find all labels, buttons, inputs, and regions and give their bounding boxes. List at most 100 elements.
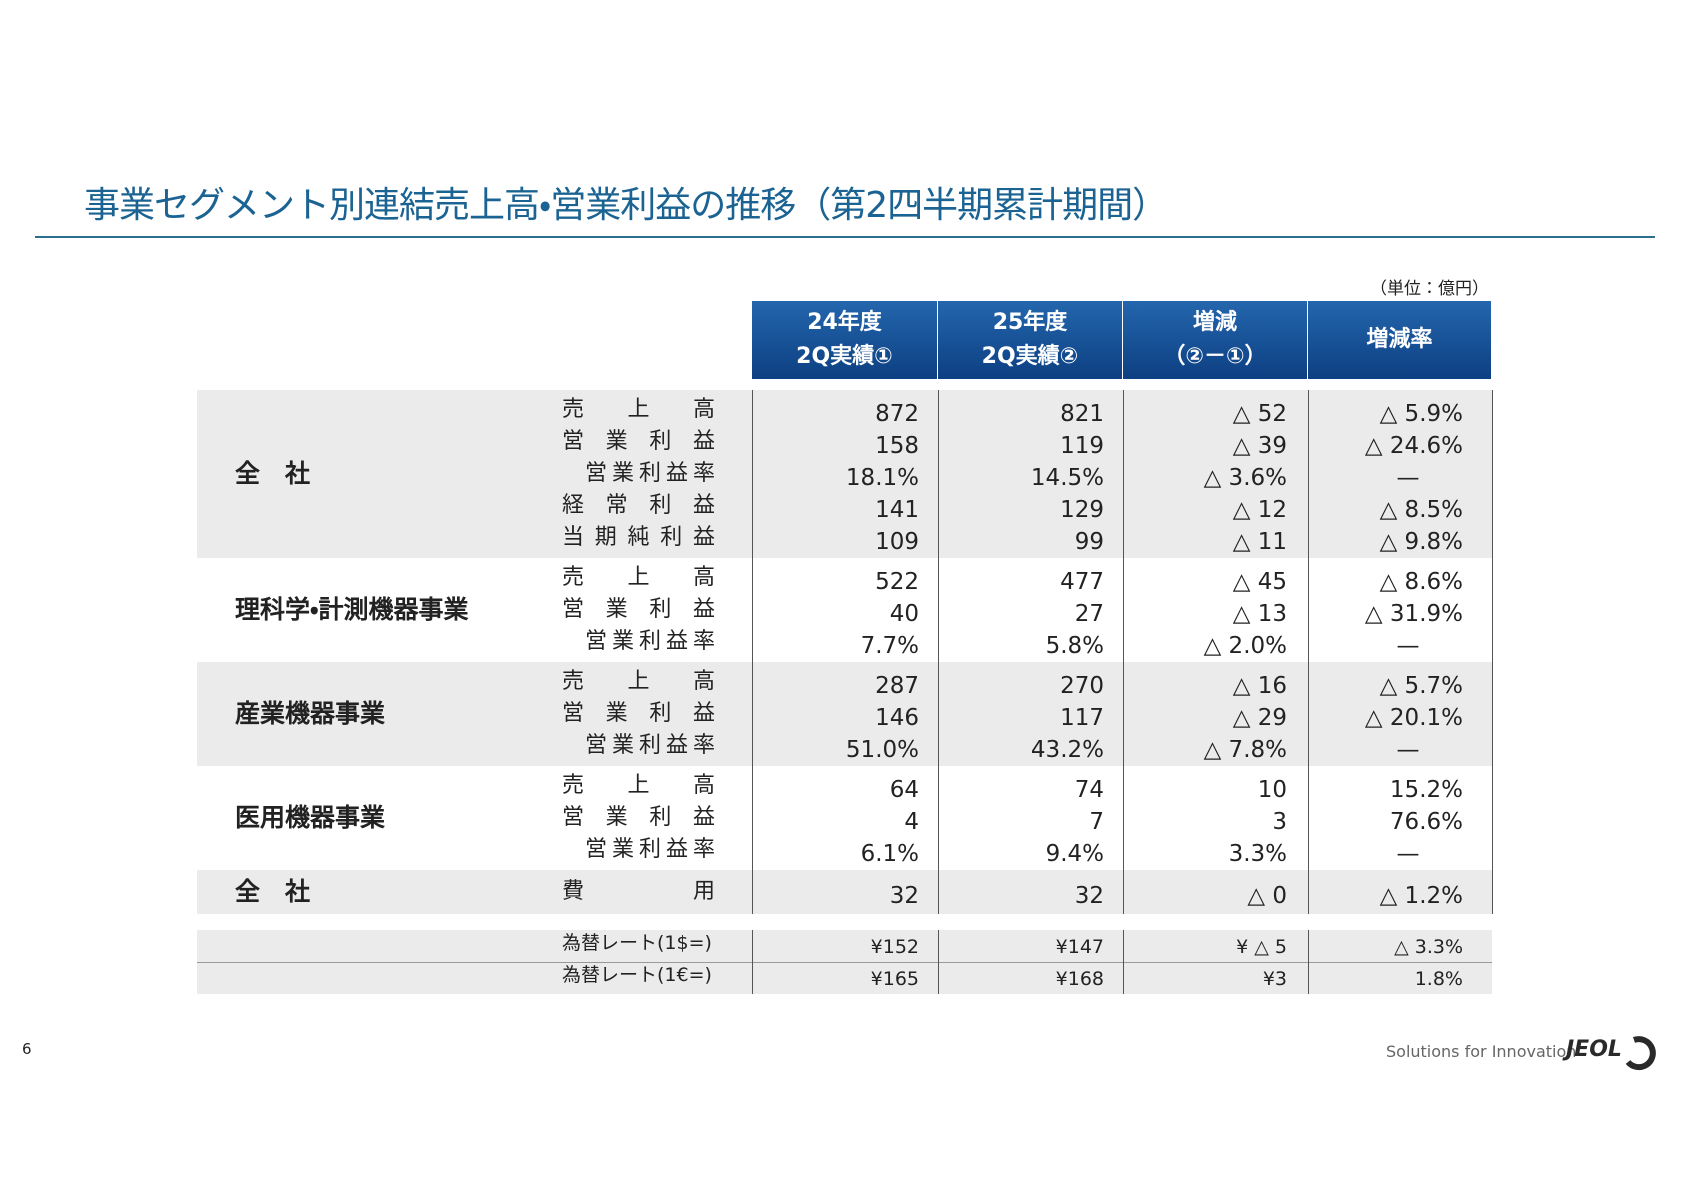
segment-label: 理科学・計測機器事業 — [235, 595, 469, 624]
cell-value: 7 — [1089, 809, 1104, 835]
cell-value: △ 31.9% — [1364, 601, 1463, 627]
header-line: 24年度 — [807, 310, 882, 335]
cell-value: 15.2% — [1389, 777, 1463, 803]
row-item: 為替レート(1€=) — [562, 964, 712, 986]
cell-value: 74 — [1074, 777, 1104, 803]
logo-arc — [1625, 1036, 1656, 1071]
slide-title: 事業セグメント別連結売上高・営業利益の推移（第2四半期累計期間） — [84, 185, 1168, 226]
cell-value: 146 — [875, 705, 919, 731]
cell-value: ¥168 — [1055, 968, 1104, 990]
title-rule — [35, 236, 1655, 238]
cell-value: 1.8% — [1414, 968, 1463, 990]
cell-value: 27 — [1074, 601, 1104, 627]
cell-value: △ 3.3% — [1394, 936, 1463, 958]
row-item: 売上高 — [562, 773, 715, 798]
cell-value: △ 13 — [1232, 601, 1287, 627]
row-item: 売上高 — [562, 397, 715, 422]
unit-note: （単位：億円） — [1370, 279, 1489, 299]
logo-mark — [1625, 1036, 1656, 1071]
cell-value: 129 — [1060, 497, 1104, 523]
header-cell: 増減率 — [1308, 301, 1492, 379]
segment-label: 全 社 — [235, 459, 311, 488]
row-item: 当期純利益 — [562, 525, 715, 550]
page-number: 6 — [22, 1040, 32, 1058]
cell-value: 287 — [875, 673, 919, 699]
row-item: 営業利益 — [562, 597, 715, 622]
row-item: 営業利益率 — [585, 461, 715, 486]
row-item: 営業利益率 — [585, 733, 715, 758]
header-line: 2Q実績② — [981, 344, 1079, 369]
row-item: 営業利益 — [562, 701, 715, 726]
cell-value: 40 — [889, 601, 919, 627]
cell-value: ¥152 — [870, 936, 919, 958]
segment-label: 産業機器事業 — [235, 699, 386, 728]
cell-value: 43.2% — [1030, 737, 1104, 763]
cell-value: △ 9.8% — [1379, 529, 1463, 555]
cell-value: △ 3.6% — [1203, 465, 1287, 491]
cell-value: 32 — [1074, 883, 1104, 909]
cell-value: △ 29 — [1232, 705, 1287, 731]
cell-value: △ 1.2% — [1379, 883, 1463, 909]
column-divider — [938, 930, 939, 994]
cell-value: ¥3 — [1262, 968, 1287, 990]
row-item: 売上高 — [562, 565, 715, 590]
cell-value: △ 0 — [1247, 883, 1287, 909]
column-divider — [752, 390, 753, 914]
column-divider — [752, 930, 753, 994]
row-item: 費用 — [562, 879, 715, 904]
cell-value: 119 — [1060, 433, 1104, 459]
cell-value: ¥165 — [870, 968, 919, 990]
cell-value: 99 — [1074, 529, 1104, 555]
cell-value: 141 — [875, 497, 919, 523]
row-item: 営業利益 — [562, 805, 715, 830]
cell-value: 522 — [875, 569, 919, 595]
header-cell: 24年度 2Q実績① — [752, 301, 938, 379]
slogan: Solutions for Innovation — [1386, 1042, 1577, 1061]
row-item: 為替レート(1$=) — [562, 932, 712, 954]
cell-value: ¥ △ 5 — [1236, 936, 1287, 958]
cell-value: 477 — [1060, 569, 1104, 595]
row-item: 営業利益率 — [585, 629, 715, 654]
cell-value: 51.0% — [845, 737, 919, 763]
cell-value: △ 24.6% — [1364, 433, 1463, 459]
cell-value: 64 — [889, 777, 919, 803]
header-line: 増減率 — [1366, 327, 1433, 352]
cell-value: 158 — [875, 433, 919, 459]
cell-value: 14.5% — [1030, 465, 1104, 491]
row-item: 売上高 — [562, 669, 715, 694]
cell-value: △ 39 — [1232, 433, 1287, 459]
cell-value: △ 7.8% — [1203, 737, 1287, 763]
cell-value: 76.6% — [1389, 809, 1463, 835]
cell-value: — — [1396, 737, 1420, 763]
cell-value: ¥147 — [1055, 936, 1104, 958]
column-divider — [1123, 390, 1124, 914]
cell-value: 821 — [1060, 401, 1104, 427]
cell-value: 109 — [875, 529, 919, 555]
cell-value: 9.4% — [1045, 841, 1104, 867]
cell-value: △ 11 — [1232, 529, 1287, 555]
logo: JEOL — [1566, 1037, 1622, 1062]
cell-value: 3.3% — [1228, 841, 1287, 867]
column-divider — [1308, 930, 1309, 994]
cell-value: — — [1396, 841, 1420, 867]
cell-value: — — [1396, 633, 1420, 659]
cell-value: △ 12 — [1232, 497, 1287, 523]
cell-value: 4 — [904, 809, 919, 835]
header-line: 25年度 — [992, 310, 1068, 335]
cell-value: △ 8.5% — [1379, 497, 1463, 523]
cell-value: △ 20.1% — [1364, 705, 1463, 731]
cell-value: 3 — [1272, 809, 1287, 835]
header-cell: 増減 （②－①） — [1123, 301, 1308, 379]
cell-value: 18.1% — [845, 465, 919, 491]
header-line: （②－①） — [1163, 344, 1267, 369]
header-cell: 25年度 2Q実績② — [938, 301, 1123, 379]
cell-value: △ 16 — [1232, 673, 1287, 699]
cell-value: 5.8% — [1045, 633, 1104, 659]
cell-value: △ 45 — [1232, 569, 1287, 595]
cell-value: △ 5.9% — [1379, 401, 1463, 427]
cell-value: 117 — [1060, 705, 1104, 731]
cell-value: 10 — [1257, 777, 1287, 803]
column-divider — [1308, 390, 1309, 914]
